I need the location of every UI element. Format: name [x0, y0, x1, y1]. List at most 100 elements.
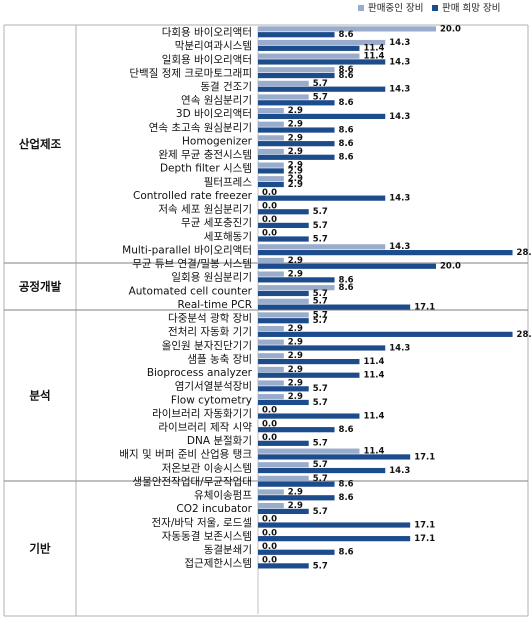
- data-label: 0.0: [262, 433, 277, 443]
- category-label: 저온보관 이송시스템: [162, 462, 252, 474]
- category-label: 배지 및 버퍼 준비 산업용 탱크: [119, 448, 252, 461]
- data-label: 28.6: [517, 248, 531, 258]
- category-label: 전자/바닥 저울, 로드셀: [152, 517, 253, 529]
- bar-series-2: [258, 549, 335, 555]
- bar-series-2: [258, 563, 309, 569]
- bar-series-2: [258, 236, 309, 242]
- bar-series-2: [258, 290, 309, 297]
- bar-series-2: [258, 345, 386, 351]
- bar-series-2: [258, 413, 360, 419]
- data-label: 0.0: [262, 555, 277, 565]
- data-label: 2.9: [288, 120, 303, 130]
- data-label: 2.9: [288, 166, 303, 176]
- bar-series-1: [258, 503, 284, 509]
- category-label: Controlled rate freezer: [133, 190, 253, 202]
- category-label: Automated cell counter: [129, 285, 253, 297]
- data-label: 0.0: [262, 201, 277, 211]
- bar-series-2: [258, 358, 360, 365]
- data-label: 2.9: [288, 365, 303, 375]
- data-label: 2.9: [288, 487, 303, 497]
- category-label: 전처리 자동화 기기: [168, 326, 252, 338]
- category-label: Multi-parallel 바이오리액터: [122, 244, 252, 256]
- chart-legend: 판매중인 장비 판매 희망 장비: [358, 3, 500, 14]
- data-label: 5.7: [313, 507, 328, 517]
- data-label: 5.7: [313, 79, 328, 89]
- bar-series-1: [258, 162, 284, 168]
- group-label: 산업제조: [19, 137, 62, 151]
- category-label: Bioprocess analyzer: [147, 367, 253, 379]
- bar-series-2: [258, 141, 335, 147]
- bar-series-2: [258, 318, 309, 324]
- bar-series-2: [258, 481, 335, 487]
- legend-swatch-series-2: [432, 5, 438, 11]
- data-label: 8.6: [339, 548, 354, 558]
- data-label: 2.9: [288, 269, 303, 279]
- bar-series-1: [258, 298, 309, 304]
- data-label: 2.9: [288, 338, 303, 348]
- data-label: 20.0: [440, 262, 461, 272]
- category-label: 막분리여과시스템: [175, 40, 252, 52]
- data-label: 17.1: [414, 534, 435, 544]
- category-label: 다중분석 광학 장비: [168, 313, 252, 325]
- data-label: 8.6: [339, 98, 354, 108]
- category-label: Depth filter 시스템: [160, 163, 252, 175]
- bar-series-1: [258, 80, 309, 86]
- category-label: DNA 분절화기: [187, 434, 252, 447]
- data-label: 2.9: [288, 174, 303, 184]
- data-label: 5.7: [313, 460, 328, 470]
- bar-series-2: [258, 495, 335, 501]
- bar-series-2: [258, 222, 309, 228]
- bar-series-2: [258, 386, 309, 392]
- category-label: 필터프레스: [204, 176, 253, 188]
- category-label: Real-time PCR: [178, 299, 252, 311]
- category-label: CO2 incubator: [176, 503, 252, 515]
- data-label: 5.7: [313, 297, 328, 307]
- data-label: 11.4: [363, 411, 384, 421]
- data-label: 11.4: [363, 371, 384, 381]
- data-label: 8.6: [339, 139, 354, 149]
- data-label: 11.4: [363, 447, 384, 457]
- bar-series-1: [258, 285, 335, 291]
- data-label: 17.1: [414, 303, 435, 313]
- bar-series-2: [258, 209, 309, 215]
- bar-series-2: [258, 181, 284, 188]
- bar-series-1: [258, 135, 284, 141]
- bar-series-2: [258, 86, 386, 92]
- bar-series-1: [258, 39, 386, 46]
- data-label: 5.7: [313, 384, 328, 394]
- data-label: 14.3: [389, 112, 410, 122]
- bar-series-2: [258, 100, 335, 106]
- bar-series-2: [258, 372, 360, 378]
- category-label: 염기서열분석장비: [175, 381, 252, 393]
- bar-series-2: [258, 522, 411, 528]
- bar-series-1: [258, 353, 284, 359]
- bar-series-2: [258, 45, 360, 51]
- bar-series-2: [258, 113, 386, 120]
- category-label: 접근제한시스템: [184, 558, 252, 570]
- data-label: 0.0: [262, 188, 277, 198]
- bar-series-2: [258, 168, 284, 174]
- category-label: 단백질 정제 크로마토그래피: [129, 67, 252, 79]
- data-label: 2.9: [288, 106, 303, 116]
- data-label: 14.3: [389, 38, 410, 48]
- category-label: 일회용 원심분리기: [171, 271, 252, 284]
- data-label: 2.9: [288, 351, 303, 361]
- data-label: 2.9: [288, 161, 303, 171]
- bar-series-2: [258, 454, 411, 460]
- category-label: 올인원 분자진단기기: [162, 340, 252, 352]
- category-label: 샘플 농축 장비: [187, 353, 252, 365]
- data-label: 8.6: [339, 480, 354, 490]
- category-label: 저속 세포 원심분리기: [158, 204, 252, 216]
- data-label: 17.1: [414, 452, 435, 462]
- data-label: 8.6: [339, 275, 354, 285]
- data-label: 14.3: [389, 57, 410, 67]
- data-label: 8.6: [339, 125, 354, 135]
- category-label: 동결 건조기: [200, 81, 252, 93]
- data-label: 2.9: [288, 133, 303, 143]
- legend-label-series-2: 판매 희망 장비: [442, 3, 500, 14]
- bar-series-1: [258, 121, 284, 127]
- category-label: 연속 원심분리기: [181, 95, 252, 107]
- category-label: 라이브러리 제작 시약: [158, 421, 252, 433]
- data-label: 8.6: [339, 30, 354, 40]
